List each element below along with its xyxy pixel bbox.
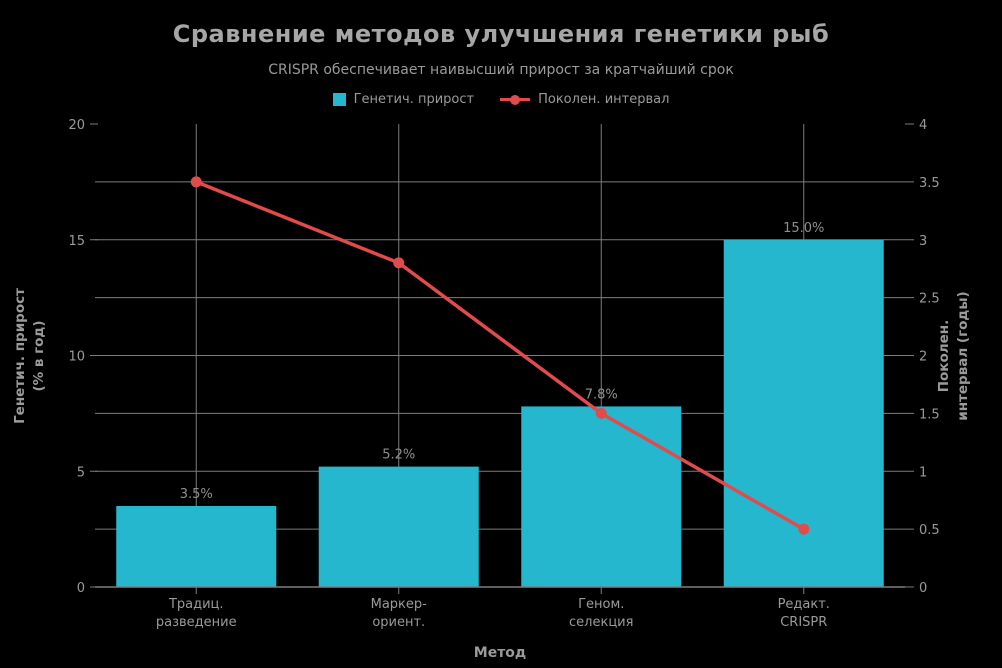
bar-value-label: 7.8% [585,387,618,402]
x-tick-label: ориент. [372,615,425,630]
bar-value-label: 3.5% [180,487,213,502]
x-tick-label: разведение [156,615,237,630]
right-y-tick-label: 3 [919,234,927,249]
left-y-tick-label: 5 [77,465,85,480]
right-y-tick-label: 2 [919,350,927,365]
chart-subtitle: CRISPR обеспечивает наивысший прирост за… [268,62,734,78]
x-tick-label: Геном. [578,597,624,612]
left-y-tick-label: 0 [77,581,85,596]
x-tick-label: CRISPR [780,615,827,630]
line-swatch-icon [500,93,531,106]
x-axis: Традиц. разведение Маркер-ориент. Геном. сел… [95,586,905,661]
bar-swatch-icon [332,93,346,106]
left-y-axis-title: Генетич. прирост [12,288,28,424]
bar-value-label: 15.0% [783,221,824,236]
left-y-axis: 0 5 10 15 20 Генетич. прирост (% в год) [12,118,98,596]
left-y-tick-label: 20 [68,118,85,133]
right-y-tick-label: 0.5 [919,523,940,538]
left-y-tick-label: 10 [68,350,85,365]
x-tick-label: Маркер- [371,597,428,612]
line-series [190,176,810,535]
x-tick-label: селекция [569,615,633,630]
right-y-axis-title: интервал (годы) [955,291,971,420]
right-y-axis-title: Поколен. [936,320,952,393]
right-y-tick-label: 3.5 [919,176,940,191]
x-tick-label: Традиц. [168,597,224,612]
bar[interactable] [521,406,682,587]
bar[interactable] [116,505,277,587]
line-point[interactable] [798,523,810,535]
bar[interactable] [318,466,479,587]
left-y-tick-label: 15 [68,234,85,249]
line-point[interactable] [190,176,202,188]
legend-item-line-series[interactable]: Поколен. интервал [500,92,669,107]
right-y-tick-label: 2.5 [919,292,940,307]
x-tick-label: Редакт. [778,597,830,612]
line-point[interactable] [595,407,607,419]
bar-series: 3.5% 5.2% 7.8% 15.0% [116,221,884,587]
left-y-axis-title: (% в год) [31,320,47,391]
legend-item-bar-series[interactable]: Генетич. прирост [332,92,475,107]
bar[interactable] [723,239,884,587]
line-point[interactable] [393,257,405,269]
right-y-tick-label: 1.5 [919,407,940,422]
legend: Генетич. прирост Поколен. интервал [0,92,1002,107]
legend-label-bar: Генетич. прирост [353,92,475,107]
chart-title: Сравнение методов улучшения генетики рыб [172,20,830,48]
right-y-axis: 0 0.5 1 1.5 2 2.5 3 3.5 4 Поколен. интервал (годы) [905,118,971,596]
right-y-tick-label: 1 [919,465,927,480]
x-axis-title: Метод [474,645,526,661]
legend-label-line: Поколен. интервал [538,92,670,107]
right-y-tick-label: 0 [919,581,927,596]
line-path [195,180,805,531]
right-y-tick-label: 4 [919,118,927,133]
bar-value-label: 5.2% [382,448,415,463]
